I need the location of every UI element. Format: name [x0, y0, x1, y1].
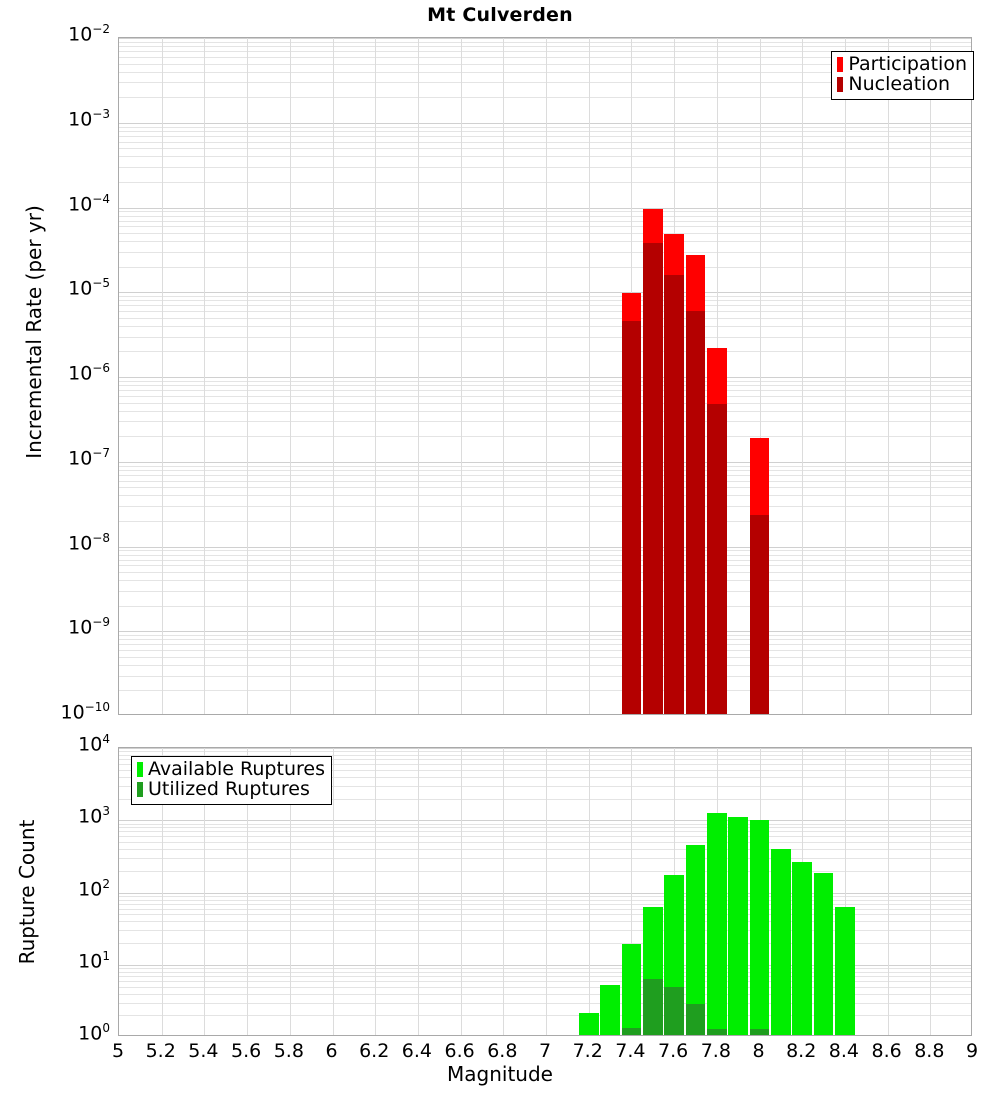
- bar: [642, 209, 663, 714]
- legend-label: Utilized Ruptures: [148, 777, 310, 800]
- top-chart-bars: [119, 38, 971, 714]
- bar: [706, 812, 727, 1035]
- x-axis-label: Magnitude: [447, 1062, 553, 1086]
- legend-swatch-icon: [837, 57, 844, 73]
- bar-segment-inner: [706, 404, 727, 714]
- y-tick-label: 10−6: [68, 361, 110, 385]
- legend-swatch-icon: [837, 77, 844, 93]
- y-tick-label: 103: [78, 804, 110, 828]
- bar-segment-inner: [749, 1029, 770, 1035]
- bar: [728, 816, 749, 1035]
- bar-segment-outer: [728, 816, 749, 1035]
- top-chart-legend: Participation Nucleation: [831, 51, 974, 100]
- x-tick-label: 6.8: [487, 1040, 518, 1062]
- y-tick-label: 10−2: [68, 22, 110, 46]
- x-tick-label: 7.6: [657, 1040, 689, 1062]
- bar-segment-outer: [770, 849, 791, 1035]
- bar-segment-outer: [600, 984, 620, 1035]
- bar: [664, 874, 684, 1035]
- y-tick-label: 10−4: [68, 191, 110, 215]
- bar: [706, 347, 727, 714]
- x-tick-label: 8.2: [786, 1040, 817, 1062]
- bar-segment-inner: [664, 987, 684, 1035]
- bar-segment-outer: [578, 1013, 599, 1035]
- bar: [813, 872, 834, 1035]
- x-tick-label: 6.4: [401, 1040, 432, 1062]
- bottom-legend-item: Utilized Ruptures: [137, 777, 325, 800]
- x-tick-label: 8.8: [914, 1040, 945, 1062]
- bar: [749, 438, 770, 714]
- x-tick-label: 5.2: [145, 1040, 176, 1062]
- bar: [600, 984, 620, 1035]
- y-tick-label: 102: [78, 876, 110, 900]
- y-tick-label: 10−3: [68, 106, 110, 131]
- bar-segment-inner: [685, 310, 706, 714]
- bar-segment-inner: [642, 978, 663, 1035]
- legend-label: Available Ruptures: [148, 758, 325, 780]
- bar: [642, 906, 663, 1035]
- y-tick-label: 10−7: [68, 445, 110, 470]
- bar-segment-inner: [664, 275, 684, 714]
- x-tick-label: 7.2: [572, 1040, 603, 1062]
- y-tick-label: 100: [78, 1021, 110, 1045]
- bar: [685, 844, 706, 1035]
- bar: [621, 292, 642, 714]
- bottom-chart-plot-area: Available Ruptures Utilized Ruptures: [118, 747, 972, 1036]
- bar: [621, 944, 642, 1035]
- top-chart-gridlines: [119, 38, 971, 714]
- bar: [770, 849, 791, 1035]
- bar: [578, 1013, 599, 1035]
- bar-segment-outer: [621, 944, 642, 1035]
- bottom-chart-legend: Available Ruptures Utilized Ruptures: [131, 756, 332, 805]
- bar: [835, 906, 855, 1035]
- top-chart-plot-area: [118, 37, 972, 715]
- y-tick-label: 10−9: [68, 615, 110, 639]
- bar-segment-outer: [685, 844, 706, 1035]
- y-tick-label: 10−8: [68, 530, 110, 554]
- bar-segment-inner: [685, 1003, 706, 1035]
- x-tick-label: 6: [325, 1040, 338, 1062]
- x-tick-label: 5.6: [230, 1040, 262, 1062]
- x-tick-label: 5: [111, 1040, 125, 1062]
- x-tick-label: 8.6: [871, 1040, 902, 1062]
- x-tick-label: 8.4: [828, 1040, 859, 1062]
- y-tick-label: 101: [78, 948, 110, 973]
- legend-swatch-icon: [137, 762, 143, 778]
- x-tick-label: 7.4: [615, 1040, 646, 1062]
- legend-label: Participation: [848, 53, 967, 75]
- bar-segment-inner: [749, 515, 770, 714]
- y-tick-label: 10−10: [60, 700, 110, 724]
- page-title: Mt Culverden: [427, 4, 573, 26]
- bar: [664, 234, 684, 714]
- bottom-chart-bars: [119, 748, 971, 1035]
- bar: [685, 255, 706, 714]
- bar-segment-outer: [813, 872, 834, 1035]
- bar-segment-outer: [792, 862, 813, 1035]
- x-tick-label: 9: [965, 1040, 979, 1062]
- bar-segment-inner: [621, 321, 642, 714]
- x-tick-label: 7.8: [700, 1040, 731, 1062]
- x-tick-label: 6.2: [359, 1040, 390, 1062]
- bar: [749, 819, 770, 1035]
- bar-segment-inner: [642, 243, 663, 714]
- x-tick-label: 7: [538, 1040, 552, 1062]
- top-legend-item: Nucleation: [837, 72, 967, 95]
- bar: [792, 862, 813, 1035]
- x-tick-label: 6.6: [444, 1040, 475, 1062]
- top-legend-item: Participation: [837, 53, 967, 75]
- bar-segment-outer: [749, 819, 770, 1035]
- y-tick-label: 104: [78, 732, 110, 756]
- bar-segment-outer: [835, 906, 855, 1035]
- bar-segment-inner: [621, 1028, 642, 1035]
- bar-segment-inner: [706, 1029, 727, 1035]
- bottom-legend-item: Available Ruptures: [137, 758, 325, 780]
- legend-label: Nucleation: [848, 72, 951, 95]
- x-tick-label: 5.4: [188, 1040, 219, 1062]
- legend-swatch-icon: [137, 782, 143, 798]
- bar-segment-outer: [706, 812, 727, 1035]
- y-tick-label: 10−5: [68, 276, 110, 300]
- x-tick-label: 5.8: [273, 1040, 304, 1062]
- x-tick-label: 8: [752, 1040, 765, 1062]
